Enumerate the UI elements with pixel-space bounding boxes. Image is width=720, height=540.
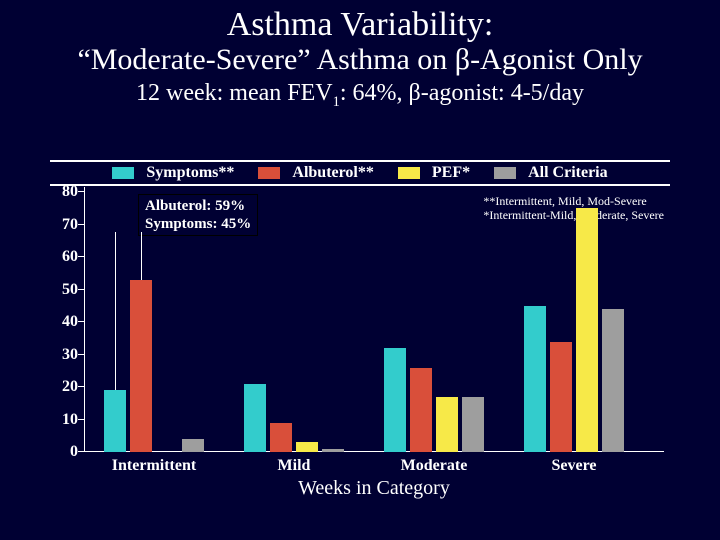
y-tick-label: 20 [44, 378, 78, 396]
bar [576, 208, 598, 452]
annotation-pointer [141, 232, 142, 280]
plot: Albuterol: 59% Symptoms: 45% **Intermitt… [84, 192, 664, 452]
legend-item: Albuterol** [252, 164, 379, 181]
title-line-2: “Moderate-Severe” Asthma on β-Agonist On… [0, 43, 720, 78]
annotation-box: Albuterol: 59% Symptoms: 45% [138, 194, 258, 236]
y-tick-mark [78, 386, 84, 387]
x-axis-title: Weeks in Category [84, 477, 664, 500]
annotation-line2: Symptoms: 45% [145, 215, 251, 233]
annotation-pointer [115, 232, 116, 390]
bar [524, 306, 546, 452]
y-tick-label: 0 [44, 443, 78, 461]
y-tick-mark [78, 256, 84, 257]
annotation-line1: Albuterol: 59% [145, 197, 251, 215]
y-tick-label: 40 [44, 313, 78, 331]
y-tick-label: 30 [44, 346, 78, 364]
title2-beta: β [455, 43, 470, 76]
subtitle-beta: β [408, 80, 420, 106]
bar [130, 280, 152, 452]
legend: Symptoms** Albuterol** PEF* All Criteria [50, 160, 670, 186]
title-line-1: Asthma Variability: [0, 6, 720, 43]
legend-item: PEF* [392, 164, 476, 181]
bar [436, 397, 458, 452]
bar [462, 397, 484, 452]
y-tick-label: 80 [44, 183, 78, 201]
title-block: Asthma Variability: “Moderate-Severe” As… [0, 0, 720, 111]
bar [384, 348, 406, 452]
bar [104, 390, 126, 452]
category-label: Intermittent [112, 457, 196, 475]
y-tick-label: 60 [44, 248, 78, 266]
y-tick-mark [78, 289, 84, 290]
subtitle: 12 week: mean FEV1: 64%, β-agonist: 4-5/… [0, 80, 720, 111]
category-label: Moderate [401, 457, 468, 475]
y-tick-mark [78, 451, 84, 452]
y-tick-mark [78, 191, 84, 192]
legend-label: Albuterol** [292, 164, 373, 181]
category-label: Mild [278, 457, 311, 475]
category-label: Severe [551, 457, 596, 475]
bar [270, 423, 292, 452]
legend-item: All Criteria [488, 164, 614, 181]
footnote: **Intermittent, Mild, Mod-Severe *Interm… [483, 194, 664, 223]
y-tick-label: 10 [44, 411, 78, 429]
y-tick-mark [78, 354, 84, 355]
legend-swatch [258, 167, 280, 179]
bar [322, 449, 344, 452]
legend-item: Symptoms** [106, 164, 240, 181]
y-tick-mark [78, 224, 84, 225]
legend-label: All Criteria [528, 164, 608, 181]
y-tick-mark [78, 321, 84, 322]
y-tick-label: 70 [44, 216, 78, 234]
bar [550, 342, 572, 453]
legend-swatch [398, 167, 420, 179]
footnote-line1: **Intermittent, Mild, Mod-Severe [483, 194, 664, 208]
footnote-line2: *Intermittent-Mild, Moderate, Severe [483, 208, 664, 222]
bar [296, 442, 318, 452]
legend-label: PEF* [432, 164, 470, 181]
bar [182, 439, 204, 452]
subtitle-post: -agonist: 4-5/day [421, 80, 584, 106]
bar [244, 384, 266, 452]
subtitle-pre: 12 week: mean FEV [136, 80, 333, 106]
title2-pre: “Moderate-Severe” Asthma on [77, 43, 454, 76]
legend-swatch [494, 167, 516, 179]
legend-label: Symptoms** [146, 164, 234, 181]
title2-post: -Agonist Only [470, 43, 643, 76]
y-tick-label: 50 [44, 281, 78, 299]
y-tick-mark [78, 419, 84, 420]
bar [602, 309, 624, 452]
y-axis-line [84, 187, 85, 452]
bar [410, 368, 432, 453]
subtitle-mid: : 64%, [340, 80, 409, 106]
legend-swatch [112, 167, 134, 179]
chart-area: Symptoms** Albuterol** PEF* All Criteria Al… [50, 160, 670, 515]
subtitle-sub: 1 [333, 94, 340, 110]
